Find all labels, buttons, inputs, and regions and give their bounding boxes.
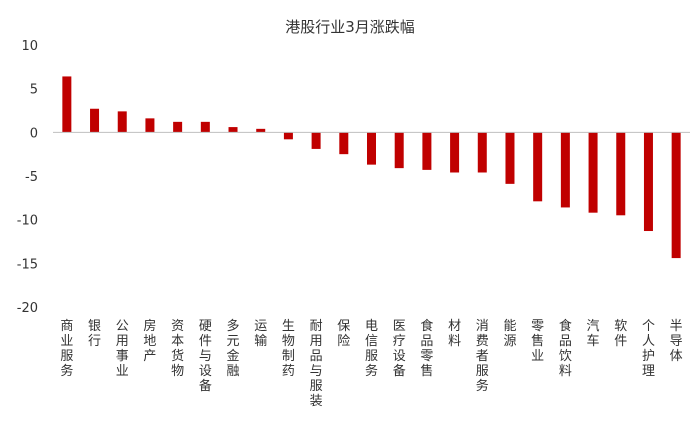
x-tick-label: 零售业 [531,319,544,364]
bar [643,132,653,232]
y-tick-label: -10 [17,214,38,229]
x-tick-label: 汽车 [587,319,600,349]
bar [450,132,460,173]
x-tick-label: 能源 [503,319,516,349]
x-tick-label: 资本货物 [171,319,184,379]
chart-title: 港股行业3月涨跌幅 [285,18,415,36]
bar [505,132,515,184]
bar [367,132,376,165]
x-tick-label: 银行 [88,319,101,349]
x-tick-label: 电信服务 [365,319,378,379]
bar [228,127,238,133]
bar [117,111,127,133]
y-tick-label: 5 [30,83,38,98]
bar [62,76,72,133]
bar [394,132,404,169]
bar [311,132,321,149]
bar [671,132,681,259]
bar [256,128,266,133]
bar [339,132,349,155]
x-tick-label: 半导体 [670,319,683,364]
y-tick-label: -15 [17,257,38,272]
y-tick-label: 10 [21,39,38,54]
bar [90,108,100,133]
y-axis-ticks: 10 5 0 -5 -10 -15 -20 [17,39,38,316]
x-tick-label: 商业服务 [60,319,73,379]
bars [62,76,681,259]
bar [588,132,598,213]
x-tick-label: 软件 [614,319,627,349]
bar [145,118,155,133]
x-tick-label: 公用事业 [116,319,129,379]
x-axis-labels: 商业服务 银行 公用事业 房地产 资本货物 硬件与设备 多元金融 运输 生物制药 耐用品与服装 保险… [60,318,682,409]
x-tick-label: 耐用品与服装 [310,319,323,409]
bar [477,132,487,173]
x-tick-label: 硬件与设备 [199,319,212,394]
x-tick-label: 运输 [254,319,267,349]
x-tick-label: 个人护理 [642,319,655,379]
x-tick-label: 多元金融 [227,318,240,379]
bar [200,121,210,133]
x-tick-label: 消费者服务 [476,319,489,394]
x-tick-label: 材料 [448,319,461,349]
x-tick-label: 医疗设备 [393,319,406,379]
y-tick-label: 0 [30,126,38,141]
bar [283,132,293,140]
bar [560,132,570,208]
x-tick-label: 生物制药 [282,319,295,379]
x-tick-label: 食品饮料 [559,318,572,379]
y-tick-label: -20 [17,301,38,316]
x-tick-label: 保险 [337,319,350,349]
bar [173,121,183,133]
bar [422,132,432,170]
x-tick-label: 食品零售 [420,318,433,379]
bar [533,132,543,202]
y-tick-label: -5 [25,170,38,185]
x-tick-label: 房地产 [143,318,156,364]
bar [616,132,626,216]
